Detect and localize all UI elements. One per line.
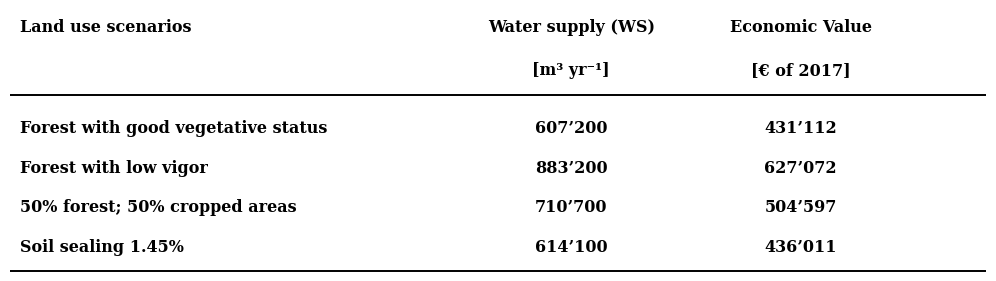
Text: Land use scenarios: Land use scenarios <box>20 19 191 36</box>
Text: [m³ yr⁻¹]: [m³ yr⁻¹] <box>533 62 610 79</box>
Text: Forest with good vegetative status: Forest with good vegetative status <box>20 120 327 137</box>
Text: 883’200: 883’200 <box>535 160 608 176</box>
Text: 431’112: 431’112 <box>764 120 837 137</box>
Text: 504’597: 504’597 <box>764 200 837 216</box>
Text: 50% forest; 50% cropped areas: 50% forest; 50% cropped areas <box>20 200 297 216</box>
Text: [€ of 2017]: [€ of 2017] <box>751 62 851 79</box>
Text: 436’011: 436’011 <box>764 239 837 256</box>
Text: Water supply (WS): Water supply (WS) <box>488 19 654 36</box>
Text: Soil sealing 1.45%: Soil sealing 1.45% <box>20 239 183 256</box>
Text: Forest with low vigor: Forest with low vigor <box>20 160 207 176</box>
Text: Economic Value: Economic Value <box>730 19 872 36</box>
Text: 627’072: 627’072 <box>764 160 837 176</box>
Text: 614’100: 614’100 <box>535 239 608 256</box>
Text: 607’200: 607’200 <box>535 120 608 137</box>
Text: 710’700: 710’700 <box>535 200 608 216</box>
